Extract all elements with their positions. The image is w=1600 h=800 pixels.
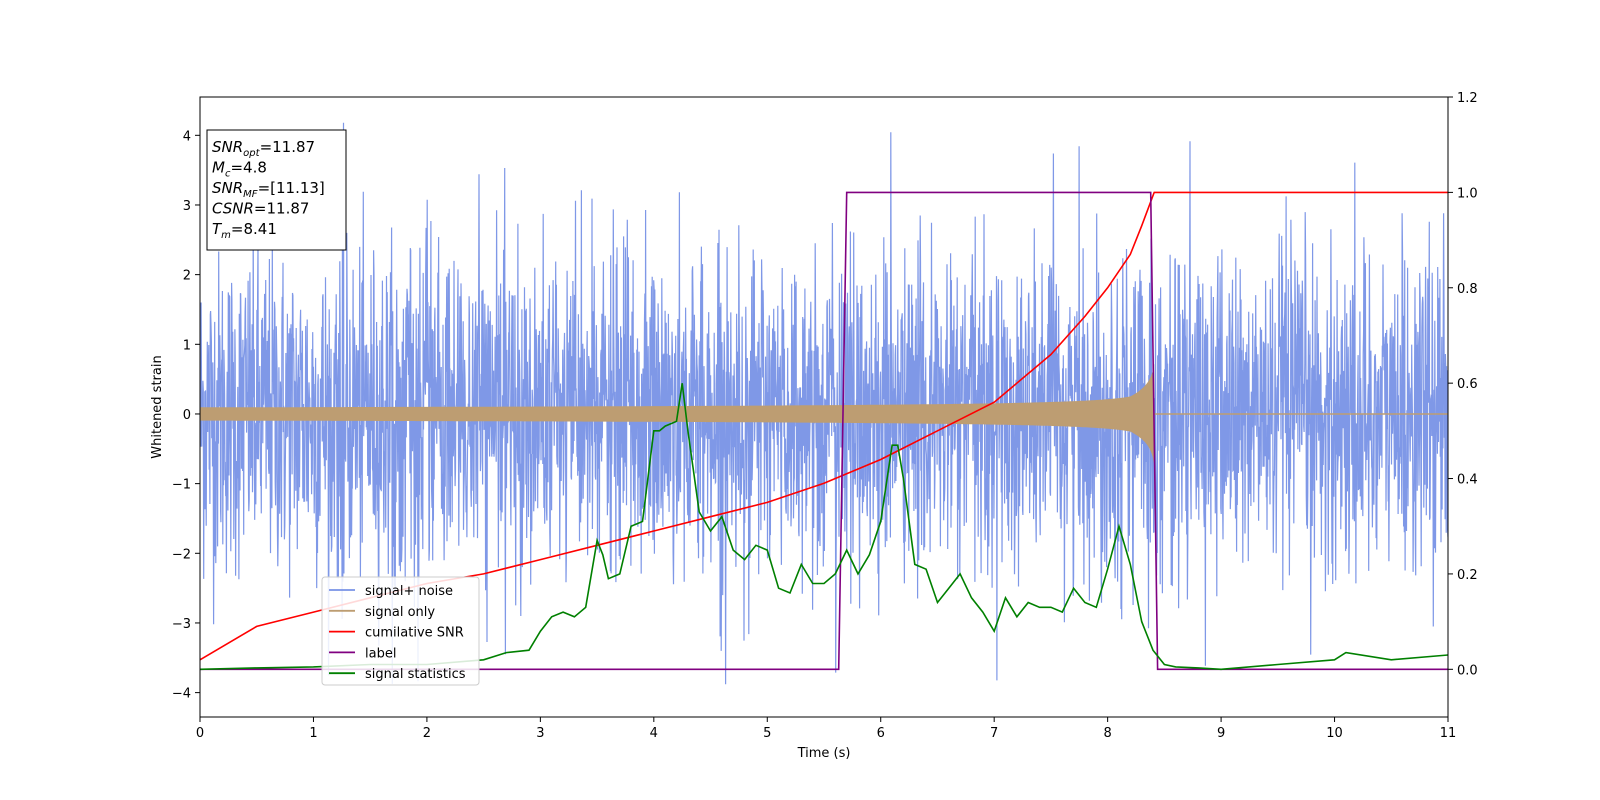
y-left-tick-label-7: 3 [183, 199, 191, 214]
x-tick-label-5: 5 [763, 726, 771, 741]
y-left-tick-label-5: 1 [183, 338, 191, 353]
legend-label-cumilative-snr: cumilative SNR [365, 626, 464, 641]
legend-frame [321, 576, 480, 686]
info-line-0: SNRopt=11.87 [212, 138, 315, 159]
info-line-3: CSNR=11.87 [212, 200, 309, 218]
x-tick-label-3: 3 [536, 726, 544, 741]
legend-label-signal-only: signal only [365, 605, 435, 620]
info-line-4: Tm=8.41 [212, 220, 277, 241]
y-right-tick-label-3: 0.6 [1457, 377, 1478, 392]
info-box: SNRopt=11.87Mc=4.8SNRMF=[11.13]CSNR=11.8… [206, 129, 347, 251]
x-tick-label-7: 7 [990, 726, 998, 741]
series-signal-statistics [200, 383, 1448, 671]
info-line-2: SNRMF=[11.13] [212, 179, 325, 200]
y-right-tick-label-2: 0.4 [1457, 473, 1478, 488]
x-tick-label-11: 11 [1440, 726, 1457, 741]
plot-frame [199, 96, 1449, 718]
y-left-tick-label-4: 0 [183, 408, 191, 423]
y-right-tick-label-5: 1.0 [1457, 186, 1478, 201]
x-tick-label-10: 10 [1326, 726, 1343, 741]
x-tick-label-9: 9 [1217, 726, 1225, 741]
series-signal-plus-noise-path [200, 122, 1448, 685]
info-box-frame [206, 129, 347, 251]
x-tick-label-1: 1 [309, 726, 317, 741]
x-axis-label: Time (s) [797, 746, 851, 761]
info-line-1: Mc=4.8 [212, 159, 267, 180]
y-right-tick-label-4: 0.8 [1457, 282, 1478, 297]
y-left-tick-label-3: −1 [172, 478, 191, 493]
legend-label-signal-noise: signal+ noise [365, 584, 453, 599]
y-left-tick-label-0: −4 [172, 687, 191, 702]
x-tick-label-4: 4 [650, 726, 658, 741]
y-left-tick-label-2: −2 [172, 547, 191, 562]
x-tick-label-2: 2 [423, 726, 431, 741]
y-left-tick-label-6: 2 [183, 269, 191, 284]
y-left-tick-label-8: 4 [183, 129, 191, 144]
y-axis-left: −4 −3 −2 −1 0 1 2 3 4 [172, 129, 200, 702]
series-signal-plus-noise [200, 122, 1448, 685]
y-right-tick-label-6: 1.2 [1457, 91, 1478, 106]
legend: signal+ noise signal only cumilative SNR la… [321, 576, 480, 686]
legend-label-label: label [365, 646, 396, 661]
x-tick-label-6: 6 [877, 726, 885, 741]
x-tick-label-0: 0 [196, 726, 204, 741]
y-left-tick-label-1: −3 [172, 617, 191, 632]
series-label [200, 191, 1448, 671]
y-axis-right: 0.0 0.2 0.4 0.6 0.8 1.0 1.2 [1448, 91, 1478, 678]
legend-label-signal-statistics: signal statistics [365, 667, 466, 682]
y-right-tick-label-0: 0.0 [1457, 663, 1478, 678]
y-right-tick-label-1: 0.2 [1457, 568, 1478, 583]
x-tick-label-8: 8 [1103, 726, 1111, 741]
y-axis-label: Whitened strain [150, 355, 165, 458]
x-axis: 0 1 2 3 4 5 6 7 8 9 10 11 [196, 717, 1456, 741]
